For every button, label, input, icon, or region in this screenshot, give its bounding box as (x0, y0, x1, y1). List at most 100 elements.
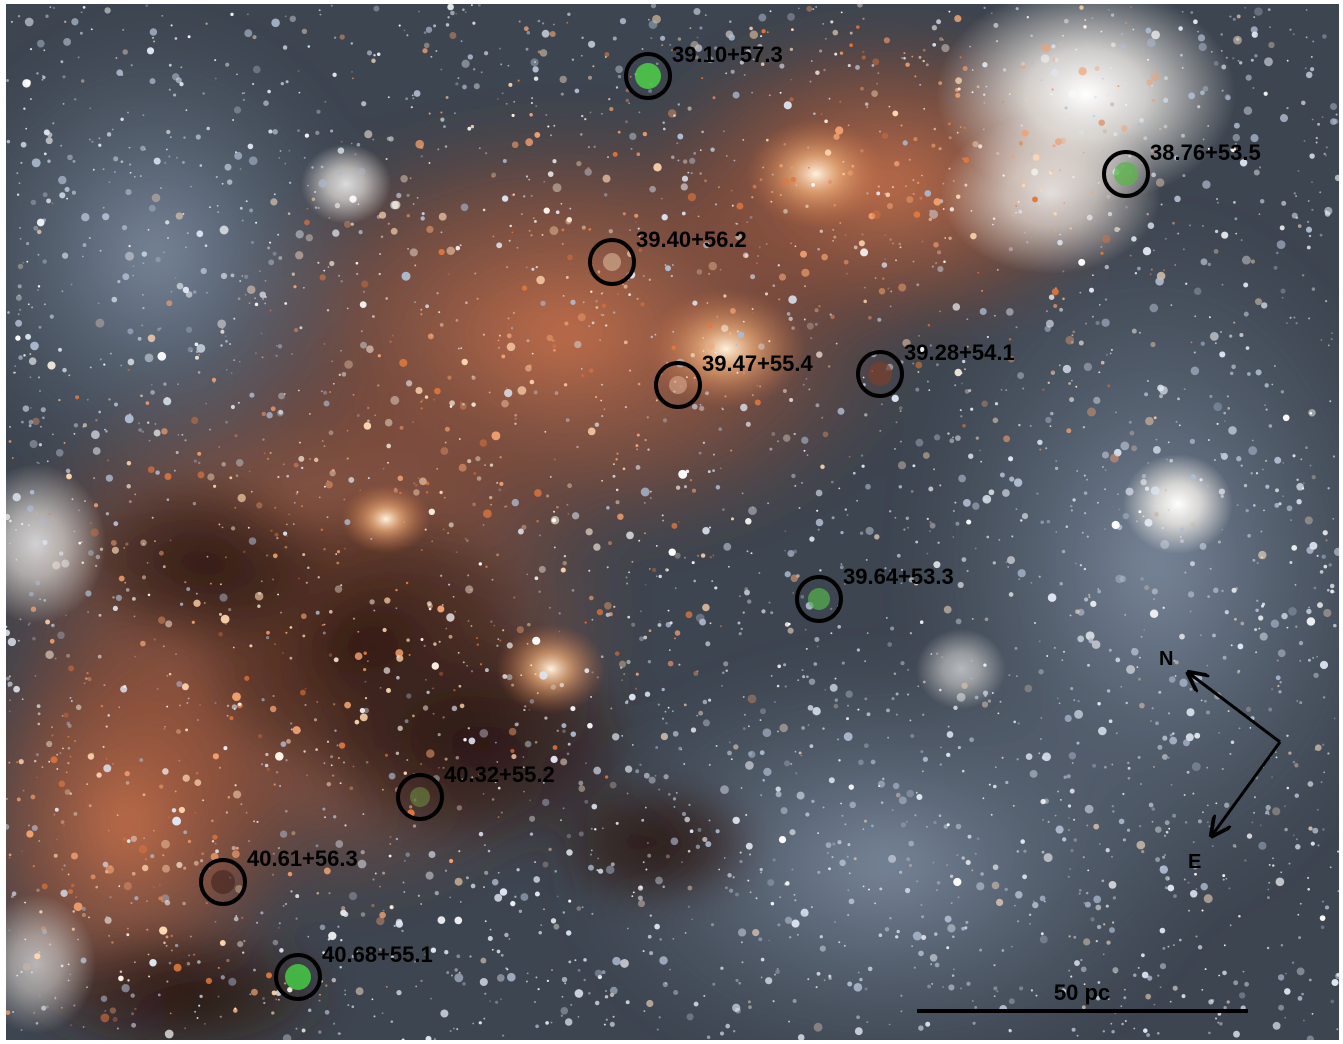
star-point (981, 289, 984, 292)
star-point (966, 981, 971, 986)
star-point (41, 78, 44, 81)
star-point (403, 520, 406, 524)
star-point (185, 291, 193, 298)
star-point (933, 198, 941, 206)
star-point (853, 982, 863, 992)
star-point (1064, 106, 1068, 110)
star-point (885, 616, 888, 619)
star-point (499, 456, 502, 459)
star-point (271, 990, 277, 996)
star-point (516, 246, 519, 249)
star-point (888, 854, 897, 863)
star-point (1244, 981, 1249, 987)
star-point (323, 269, 326, 272)
star-point (711, 580, 714, 583)
star-point (196, 343, 206, 353)
star-point (272, 129, 278, 135)
star-point (976, 837, 980, 841)
star-point (1225, 95, 1231, 101)
star-point (262, 438, 265, 441)
star-point (921, 915, 925, 919)
star-point (664, 264, 667, 266)
star-point (889, 305, 892, 308)
star-point (1082, 151, 1085, 154)
star-point (806, 454, 809, 457)
star-point (570, 1003, 573, 1006)
star-point (754, 399, 761, 406)
star-point (733, 744, 739, 750)
star-point (1319, 915, 1326, 921)
star-point (487, 849, 491, 853)
star-point (39, 910, 43, 914)
star-point (233, 790, 242, 799)
star-point (536, 692, 539, 694)
star-point (104, 1010, 107, 1012)
star-point (73, 423, 79, 428)
star-point (591, 263, 594, 266)
star-point (370, 537, 373, 540)
star-point (855, 64, 860, 70)
star-point (197, 371, 201, 374)
star-point (34, 953, 41, 960)
star-point (1275, 756, 1278, 759)
star-point (889, 238, 892, 241)
star-point (648, 18, 650, 21)
star-point (217, 319, 227, 329)
star-point (225, 62, 230, 67)
star-point (1234, 217, 1238, 221)
star-point (1088, 593, 1091, 596)
star-point (1082, 426, 1086, 429)
star-point (473, 83, 480, 90)
star-point (1088, 596, 1091, 599)
star-point (1332, 455, 1336, 458)
star-point (1245, 346, 1250, 350)
star-point (558, 630, 561, 633)
star-point (73, 433, 76, 435)
star-point (591, 321, 595, 325)
star-point (658, 788, 661, 791)
star-point (291, 272, 295, 276)
star-point (440, 231, 443, 234)
star-point (581, 373, 585, 378)
star-point (977, 271, 980, 274)
star-point (755, 897, 758, 900)
star-point (1240, 621, 1245, 626)
star-point (129, 163, 132, 166)
star-point (929, 209, 932, 213)
star-point (553, 923, 560, 930)
star-point (649, 951, 654, 956)
star-point (842, 172, 845, 176)
star-point (119, 970, 123, 974)
star-point (1207, 262, 1212, 267)
star-point (297, 129, 300, 132)
star-point (891, 697, 895, 701)
star-point (22, 405, 30, 412)
star-point (241, 219, 244, 222)
star-point (1254, 54, 1258, 58)
star-point (71, 18, 79, 26)
star-point (343, 220, 352, 228)
star-point (1334, 174, 1339, 182)
star-point (979, 948, 983, 952)
star-point (797, 679, 800, 682)
star-point (542, 861, 549, 868)
star-point (1212, 633, 1216, 638)
star-point (69, 792, 72, 795)
star-point (821, 416, 824, 419)
star-point (163, 941, 166, 945)
star-point (1069, 227, 1072, 230)
star-point (65, 468, 71, 474)
star-point (1247, 533, 1251, 538)
star-point (600, 655, 604, 659)
star-point (169, 136, 172, 139)
star-point (675, 485, 681, 490)
star-point (220, 344, 223, 347)
star-point (609, 1021, 615, 1027)
star-point (913, 137, 918, 142)
star-point (224, 163, 232, 171)
star-point (629, 75, 632, 78)
star-point (215, 849, 219, 854)
star-point (268, 129, 273, 134)
star-point (123, 685, 127, 688)
star-point (178, 806, 186, 814)
